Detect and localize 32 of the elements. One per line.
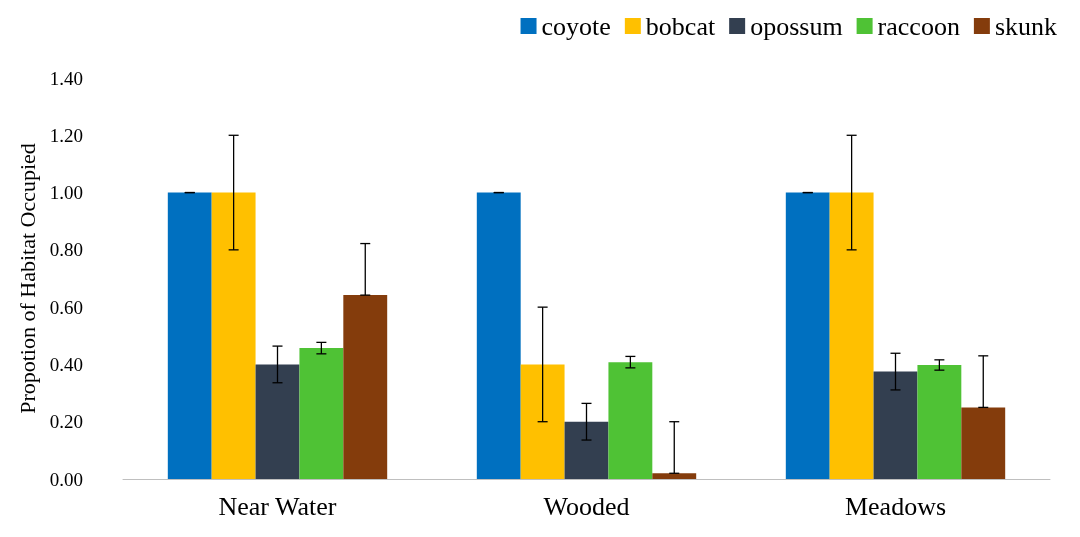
y-tick-label: 1.40 [49, 67, 83, 89]
x-tick-label: Near Water [218, 491, 337, 521]
bar [873, 371, 918, 479]
bar [785, 192, 830, 479]
bar [652, 473, 697, 479]
bar [564, 421, 609, 479]
y-tick-label: 1.00 [49, 182, 83, 204]
bar [476, 192, 521, 479]
x-tick-label: Wooded [543, 491, 630, 521]
bar [961, 407, 1006, 479]
y-axis-title: Propotion of Habitat Occupied [14, 143, 40, 414]
bar [255, 364, 300, 479]
y-tick-label: 0.20 [49, 411, 83, 433]
y-tick-label: 1.20 [49, 124, 83, 146]
bar [917, 365, 962, 479]
x-tick-label: Meadows [844, 491, 947, 521]
legend-label: bobcat [645, 11, 716, 41]
legend-label: coyote [541, 11, 611, 41]
y-tick-label: 0.40 [49, 353, 83, 375]
y-tick-label: 0.60 [49, 296, 83, 318]
bar [520, 364, 565, 479]
bar [829, 192, 874, 479]
y-tick-label: 0.80 [49, 239, 83, 261]
bar [299, 348, 344, 479]
bar [167, 192, 212, 479]
y-tick-label: 0.00 [49, 468, 83, 490]
bar [343, 295, 388, 479]
legend-label: skunk [994, 11, 1058, 41]
bar [608, 362, 653, 479]
bar [211, 192, 256, 479]
legend-label: opossum [750, 11, 843, 41]
legend-label: raccoon [877, 11, 960, 41]
